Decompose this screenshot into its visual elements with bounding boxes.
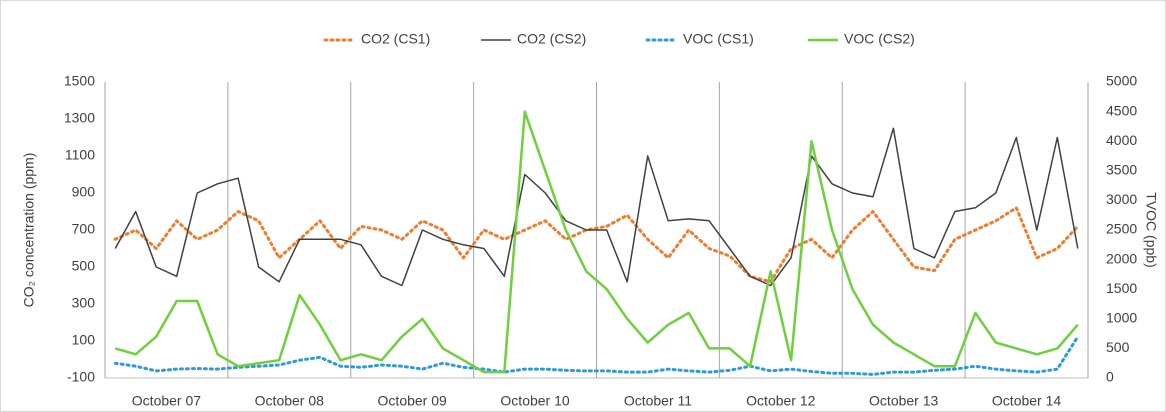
- y-tick-label: 1500: [64, 73, 95, 89]
- y2-tick-label: 2500: [1106, 221, 1137, 237]
- x-tick-label: October 07: [132, 393, 201, 409]
- y2-tick-label: 2000: [1106, 250, 1137, 266]
- x-tick-label: October 09: [378, 393, 447, 409]
- y2-tick-label: 4000: [1106, 132, 1137, 148]
- series-line: [113, 335, 1080, 376]
- y2-tick-label: 500: [1106, 339, 1130, 355]
- y-tick-label: -100: [67, 369, 95, 385]
- y2-tick-label: 0: [1106, 369, 1114, 385]
- y-tick-label: 300: [72, 295, 96, 311]
- x-tick-label: October 11: [624, 393, 692, 409]
- y2-tick-label: 3500: [1106, 162, 1137, 178]
- legend-label: VOC (CS1): [683, 31, 754, 47]
- x-tick-label: October 14: [992, 393, 1061, 409]
- series-line: [114, 127, 1079, 287]
- legend-label: CO2 (CS2): [517, 31, 586, 47]
- y-tick-label: 500: [72, 258, 96, 274]
- y2-tick-label: 1500: [1106, 280, 1137, 296]
- y2-axis-label: TVOC (ppb): [1143, 192, 1159, 267]
- y2-tick-label: 4500: [1106, 102, 1137, 118]
- series-line: [114, 110, 1079, 374]
- y-tick-label: 1100: [65, 147, 95, 163]
- y2-tick-label: 5000: [1106, 73, 1137, 89]
- x-tick-label: October 08: [255, 393, 324, 409]
- y-tick-label: 1300: [64, 110, 95, 126]
- y-tick-label: 100: [72, 332, 96, 348]
- y-tick-label: 700: [72, 221, 96, 237]
- y-tick-label: 900: [72, 184, 96, 200]
- y-axis-label: CO₂ concentration (ppm): [21, 153, 37, 308]
- y2-tick-label: 1000: [1106, 310, 1137, 326]
- y2-tick-label: 3000: [1106, 191, 1137, 207]
- x-tick-label: October 10: [500, 393, 569, 409]
- series-line: [113, 206, 1080, 284]
- x-tick-label: October 13: [869, 393, 938, 409]
- legend-label: CO2 (CS1): [361, 31, 430, 47]
- x-tick-label: October 12: [746, 393, 815, 409]
- legend-label: VOC (CS2): [844, 31, 915, 47]
